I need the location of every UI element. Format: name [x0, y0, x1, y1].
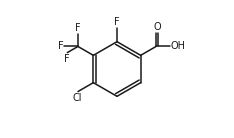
Text: OH: OH	[170, 41, 185, 51]
Text: F: F	[58, 41, 63, 51]
Text: O: O	[153, 22, 161, 32]
Text: F: F	[114, 17, 120, 27]
Text: Cl: Cl	[73, 93, 82, 103]
Text: F: F	[64, 54, 69, 64]
Text: F: F	[75, 23, 81, 33]
